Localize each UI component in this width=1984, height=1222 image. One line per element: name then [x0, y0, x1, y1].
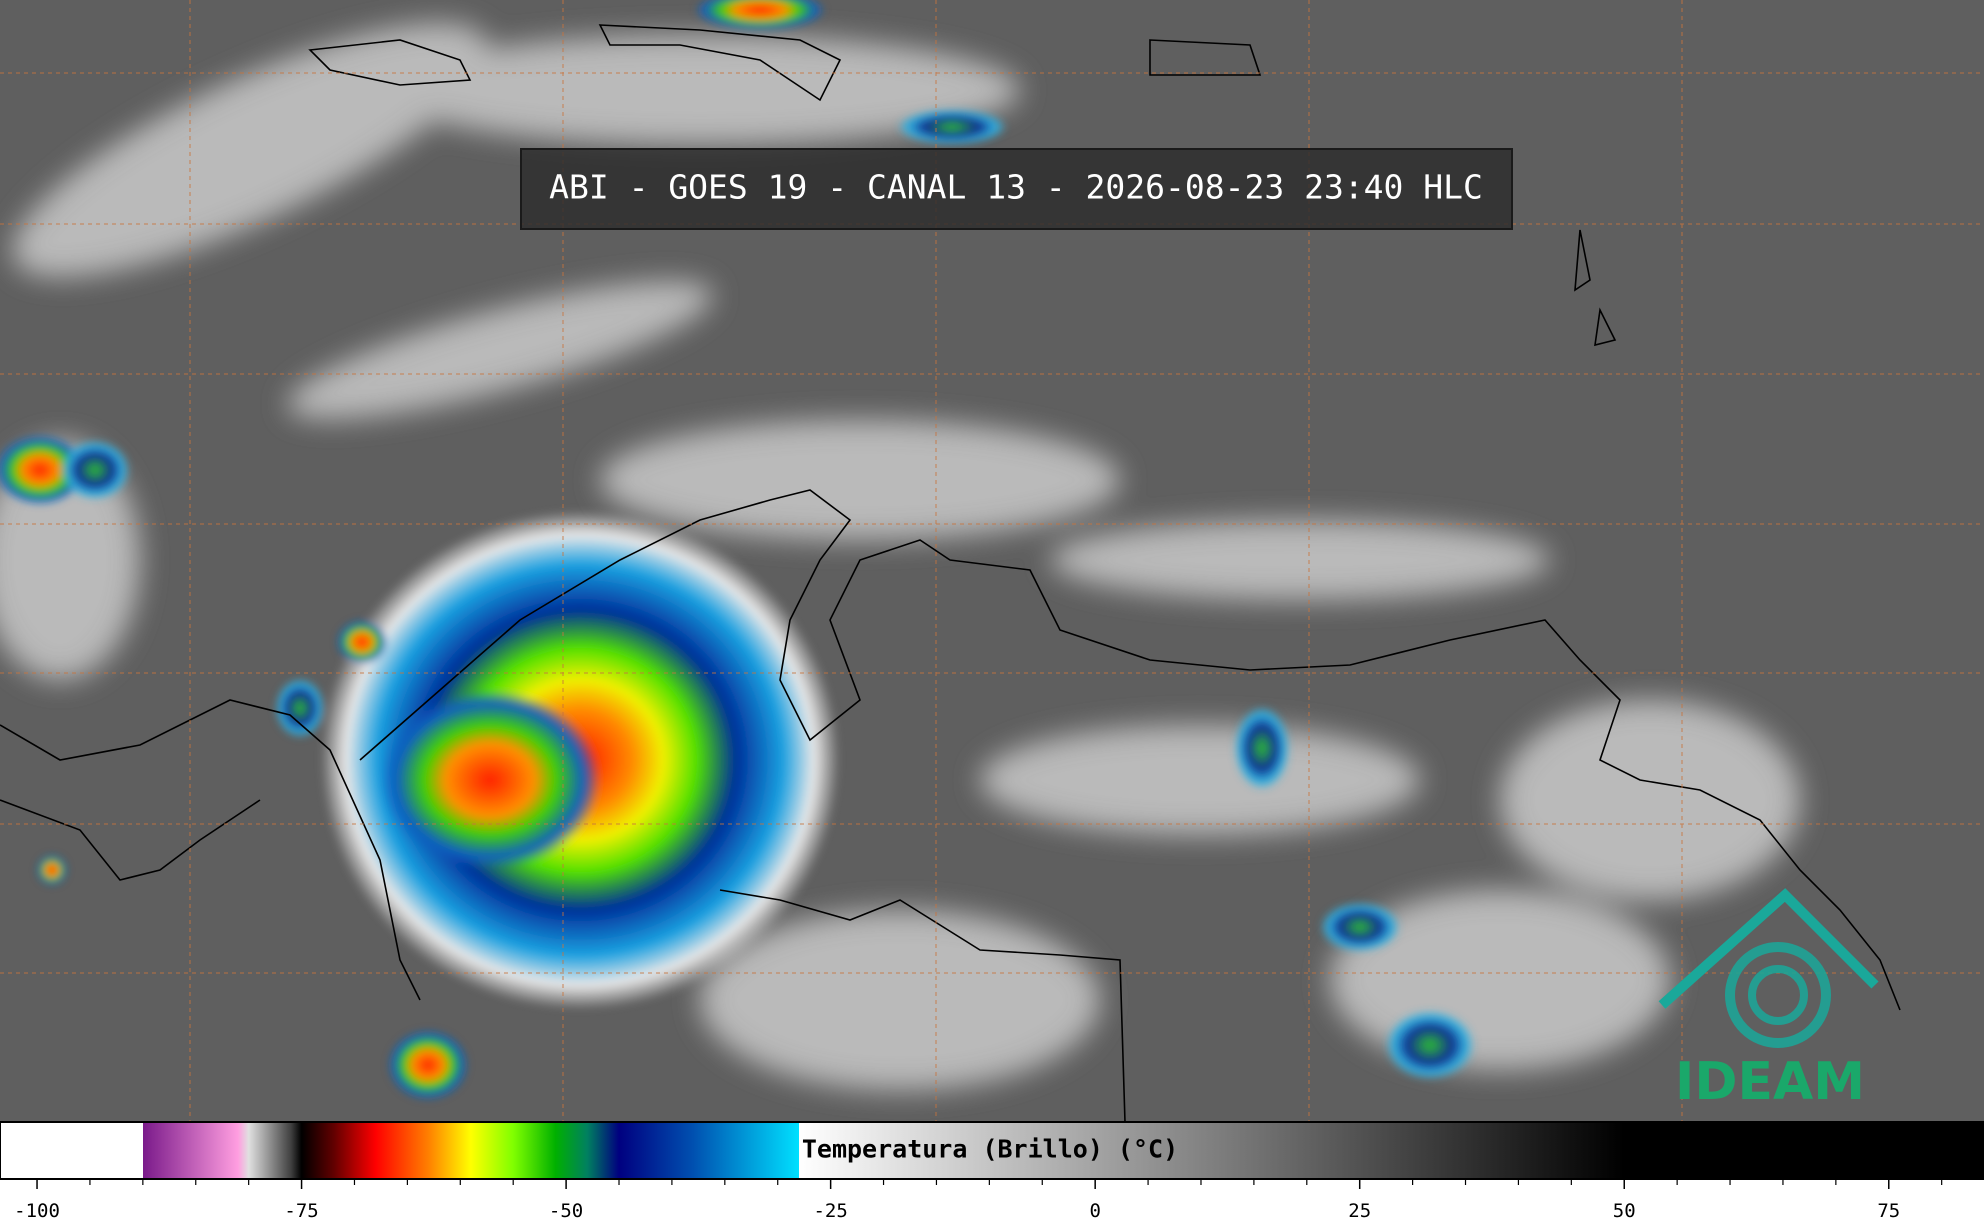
tick-label: -25 — [813, 1200, 847, 1222]
colorbar-label: Temperatura (Brillo) (°C) — [802, 1135, 1178, 1164]
convective-cells — [0, 0, 1475, 1100]
tick-label: 75 — [1877, 1200, 1900, 1222]
title-box — [520, 148, 1513, 230]
tick-label: 0 — [1089, 1200, 1100, 1222]
tick-label: 25 — [1348, 1200, 1371, 1222]
ideam-logo: IDEAM — [1658, 888, 1879, 1112]
title: ABI - GOES 19 - CANAL 13 - 2026-08-23 23… — [549, 168, 1483, 207]
coastlines — [0, 24, 1901, 1123]
colorbar: Temperatura (Brillo) (°C) -100 -75 -50 -25 0 2… — [0, 1121, 1984, 1222]
tick-label: -75 — [284, 1200, 318, 1222]
colorbar-fill — [0, 1121, 1984, 1180]
tick-label: -100 — [14, 1200, 60, 1222]
logo-text: IDEAM — [1675, 1052, 1865, 1112]
tick-label: -50 — [549, 1200, 583, 1222]
tick-label: 50 — [1613, 1200, 1636, 1222]
